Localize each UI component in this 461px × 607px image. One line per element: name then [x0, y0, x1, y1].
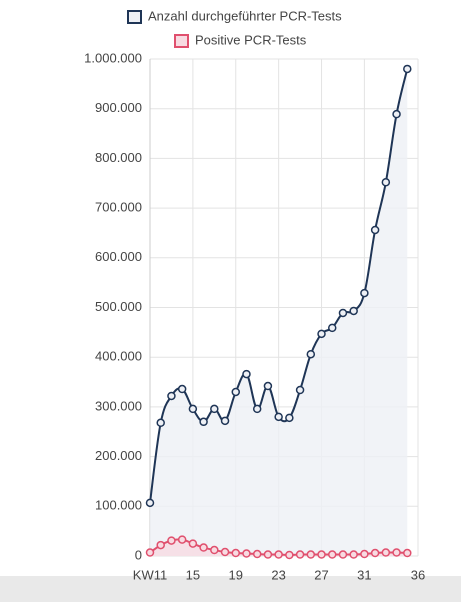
data-point	[274, 412, 283, 422]
data-point	[252, 549, 262, 559]
data-point	[349, 306, 358, 316]
data-point	[199, 417, 208, 427]
x-tick-label: 27	[314, 567, 328, 582]
data-point	[349, 550, 358, 559]
legend-label[interactable]: Positive PCR-Tests	[195, 32, 307, 47]
y-tick-label: 200.000	[95, 448, 142, 463]
data-point	[167, 536, 176, 545]
data-point	[188, 539, 198, 548]
bottom-strip	[0, 576, 461, 602]
data-point	[285, 413, 294, 423]
data-point	[231, 548, 241, 558]
data-point	[252, 404, 262, 414]
data-point	[360, 288, 369, 298]
data-point	[145, 498, 155, 508]
y-tick-label: 600.000	[95, 249, 142, 264]
data-point	[177, 384, 187, 394]
data-point	[199, 543, 208, 552]
x-tick-label: 19	[229, 567, 243, 582]
data-point	[306, 349, 316, 359]
y-tick-label: 1.000.000	[84, 50, 142, 65]
data-point	[370, 548, 380, 558]
data-point	[263, 550, 273, 559]
y-tick-label: 0	[135, 547, 142, 562]
y-tick-label: 700.000	[95, 200, 142, 215]
x-tick-label: 15	[186, 567, 200, 582]
x-tick-label: 31	[357, 567, 371, 582]
data-point	[392, 548, 401, 557]
x-tick-label: 36	[411, 567, 425, 582]
y-tick-label: 800.000	[95, 150, 142, 165]
data-point	[231, 387, 241, 397]
data-point	[403, 64, 412, 74]
data-point	[370, 225, 380, 235]
data-point	[338, 308, 348, 318]
data-point	[285, 550, 294, 560]
legend-swatch	[174, 34, 189, 48]
data-point	[210, 404, 219, 414]
data-point	[392, 109, 401, 119]
y-tick-label: 100.000	[95, 498, 142, 513]
data-point	[295, 385, 305, 395]
data-point	[220, 547, 230, 557]
data-point	[317, 329, 326, 339]
data-point	[360, 549, 369, 559]
legend-swatch	[127, 10, 142, 24]
data-point	[403, 548, 412, 558]
data-point	[145, 548, 155, 557]
y-tick-label: 900.000	[95, 100, 142, 115]
data-point	[306, 550, 316, 559]
data-point	[295, 550, 305, 559]
data-point	[381, 178, 391, 187]
data-point	[220, 416, 230, 426]
y-tick-label: 400.000	[95, 349, 142, 364]
data-point	[177, 535, 187, 544]
legend-label[interactable]: Anzahl durchgeführter PCR-Tests	[148, 8, 342, 23]
data-point	[210, 545, 219, 555]
data-point	[188, 404, 198, 414]
data-point	[381, 548, 391, 557]
data-point	[263, 381, 273, 391]
y-tick-label: 500.000	[95, 299, 142, 314]
data-point	[317, 550, 326, 559]
data-point	[156, 540, 165, 550]
x-tick-label: 23	[271, 567, 285, 582]
data-point	[327, 550, 337, 559]
y-tick-label: 300.000	[95, 398, 142, 413]
data-point	[156, 418, 165, 428]
x-tick-label: KW11	[133, 567, 167, 582]
data-point	[242, 369, 251, 379]
data-point	[242, 549, 251, 558]
series-area	[150, 68, 408, 556]
data-point	[274, 550, 283, 559]
data-point	[338, 550, 348, 559]
data-point	[167, 391, 176, 401]
data-point	[327, 323, 337, 333]
